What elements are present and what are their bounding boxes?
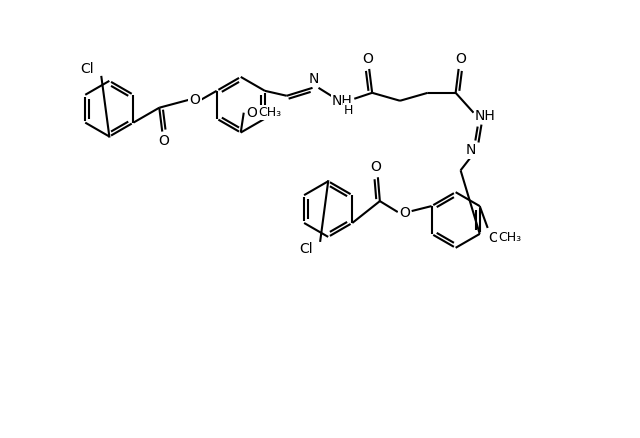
Text: O: O bbox=[362, 52, 372, 66]
Text: CH₃: CH₃ bbox=[258, 106, 281, 119]
Text: Cl: Cl bbox=[300, 242, 313, 256]
Text: O: O bbox=[399, 206, 410, 220]
Text: O: O bbox=[455, 52, 466, 66]
Text: O: O bbox=[371, 160, 381, 174]
Text: N: N bbox=[465, 143, 476, 157]
Text: O: O bbox=[488, 231, 499, 245]
Text: NH: NH bbox=[332, 94, 353, 108]
Text: H: H bbox=[344, 104, 353, 117]
Text: O: O bbox=[246, 106, 257, 120]
Text: CH₃: CH₃ bbox=[498, 231, 521, 244]
Text: NH: NH bbox=[475, 109, 496, 123]
Text: N: N bbox=[308, 72, 319, 86]
Text: Cl: Cl bbox=[81, 62, 94, 76]
Text: O: O bbox=[158, 134, 169, 148]
Text: O: O bbox=[189, 93, 200, 107]
